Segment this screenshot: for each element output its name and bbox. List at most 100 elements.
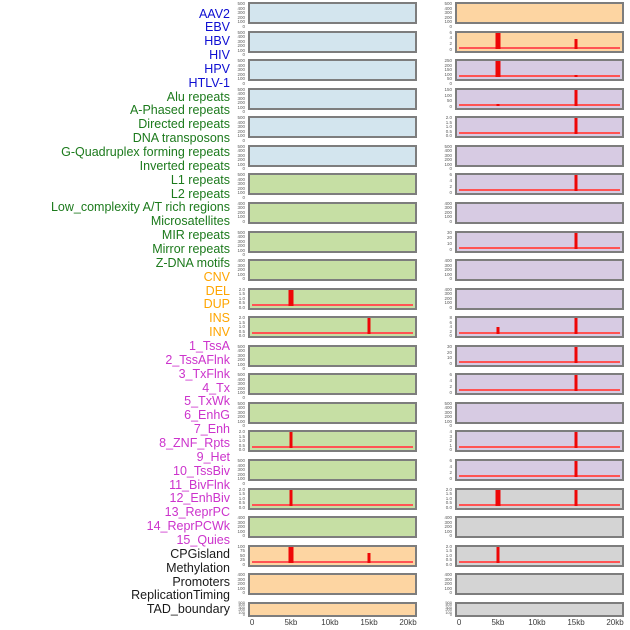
- x-tick-label: 20kb: [606, 618, 624, 627]
- y-tick-label: 400: [444, 5, 452, 11]
- track-panel-directed-repeats: [248, 230, 417, 253]
- y-tick-label: 400: [237, 462, 245, 468]
- y-tick-label: 3: [449, 433, 452, 439]
- track-label: 3_TxFlnk: [178, 366, 230, 381]
- y-tick-label: 0.0: [238, 504, 245, 510]
- y-tick-label: 2: [449, 184, 452, 190]
- y-axis-ticks: 500 400 300 200 100 0: [221, 373, 245, 400]
- track-label: 2_TssAFlnk: [165, 352, 230, 367]
- y-axis-ticks: 2.0 1.5 1.0 0.5 0.0: [428, 487, 452, 510]
- y-tick-label: 500: [237, 58, 245, 64]
- y-tick-label: 20: [446, 349, 452, 355]
- track-label: 11_BivFlnk: [169, 477, 230, 492]
- y-tick-label: 200: [237, 524, 245, 530]
- track-panel-dna-transposons: [248, 259, 417, 282]
- track-label: ReplicationTiming: [131, 588, 230, 603]
- track-panel-dup: [248, 601, 417, 617]
- y-tick-label: 2.0: [445, 115, 452, 121]
- signal-spike: [289, 489, 293, 506]
- y-tick-label: 0: [449, 189, 452, 195]
- y-tick-label: 300: [237, 409, 245, 415]
- y-tick-label: 4: [449, 429, 452, 435]
- signal-spike: [574, 118, 578, 135]
- y-tick-label: 0: [449, 276, 452, 282]
- y-tick-label: 200: [444, 267, 452, 273]
- x-tick-label: 0: [456, 618, 462, 627]
- y-tick-label: 2.0: [238, 286, 245, 292]
- y-tick-label: 0.5: [238, 442, 245, 448]
- y-tick-label: 100: [237, 361, 245, 367]
- track-label: EBV: [204, 20, 230, 35]
- y-tick-label: 100: [444, 418, 452, 424]
- y-tick-label: 200: [237, 357, 245, 363]
- y-tick-label: 0: [242, 423, 245, 429]
- y-tick-label: 1: [449, 442, 452, 448]
- track-label: HIV: [209, 48, 230, 63]
- y-tick-label: 0: [449, 333, 452, 339]
- y-axis-ticks: 2.0 1.5 1.0 0.5 0.0: [221, 487, 245, 510]
- y-tick-label: 1.5: [238, 433, 245, 439]
- y-axis-ticks: 500 400 300 200 100 0: [221, 1, 245, 28]
- y-tick-label: 500: [444, 1, 452, 6]
- signal-spike: [367, 552, 371, 563]
- y-tick-label: 400: [237, 572, 245, 578]
- track-panel-hbv: [248, 59, 417, 82]
- signal-spike: [288, 289, 294, 306]
- y-tick-label: 0: [449, 361, 452, 367]
- track-panel-13_reprpc: [455, 401, 624, 424]
- y-tick-label: 400: [445, 602, 452, 608]
- y-tick-label: 2: [449, 384, 452, 389]
- y-tick-label: 0.0: [238, 447, 245, 453]
- signal-baseline: [459, 389, 620, 392]
- y-tick-label: 500: [237, 229, 245, 235]
- track-panel-hiv: [248, 87, 417, 110]
- y-tick-label: 300: [444, 576, 452, 582]
- y-tick-label: 200: [237, 414, 245, 420]
- y-tick-label: 100: [237, 418, 245, 424]
- y-tick-label: 300: [237, 381, 245, 387]
- y-tick-label: 100: [237, 76, 245, 82]
- track-panel-promoters: [455, 544, 624, 567]
- signal-spike: [496, 103, 500, 106]
- y-tick-label: 500: [237, 400, 245, 406]
- y-tick-label: 150: [444, 67, 452, 73]
- y-tick-label: 6: [449, 458, 452, 464]
- y-axis-ticks: 250 200 150 100 50 0: [428, 59, 452, 86]
- y-tick-label: 300: [444, 262, 452, 268]
- y-tick-label: 100: [444, 214, 452, 220]
- y-tick-label: 100: [444, 271, 452, 277]
- track-panel-alu-repeats: [248, 173, 417, 196]
- y-tick-label: 100: [444, 300, 452, 306]
- y-tick-label: 1.0: [238, 438, 245, 444]
- y-tick-label: 200: [237, 243, 245, 249]
- track-label: 5_TxWk: [184, 394, 230, 409]
- y-tick-label: 0: [242, 23, 245, 29]
- y-tick-label: 2: [449, 438, 452, 444]
- y-tick-label: 300: [444, 10, 452, 15]
- x-tick-label: 10kb: [321, 618, 339, 627]
- signal-baseline: [252, 332, 413, 335]
- y-tick-label: 500: [237, 86, 245, 92]
- signal-baseline: [459, 446, 620, 449]
- y-tick-label: 0: [242, 612, 245, 618]
- y-tick-label: 6: [449, 172, 452, 178]
- signal-spike: [496, 546, 500, 563]
- signal-baseline: [459, 75, 620, 78]
- y-tick-label: 100: [237, 214, 245, 220]
- signal-spike: [496, 327, 500, 335]
- y-tick-label: 0: [449, 533, 452, 539]
- y-tick-label: 400: [237, 200, 245, 206]
- y-tick-label: 400: [237, 62, 245, 68]
- y-tick-label: 300: [237, 95, 245, 101]
- y-tick-label: 0.0: [445, 133, 452, 139]
- signal-spike: [495, 61, 501, 78]
- y-tick-label: 100: [237, 190, 245, 196]
- track-label: Mirror repeats: [152, 242, 230, 257]
- track-panel-9_het: [455, 287, 624, 310]
- y-axis-ticks: 500 400 300 200 100 0: [221, 600, 245, 618]
- y-tick-label: 2: [449, 41, 452, 47]
- y-tick-label: 200: [237, 581, 245, 587]
- track-label: 12_EnhBiv: [169, 491, 230, 506]
- y-tick-label: 4: [449, 35, 452, 41]
